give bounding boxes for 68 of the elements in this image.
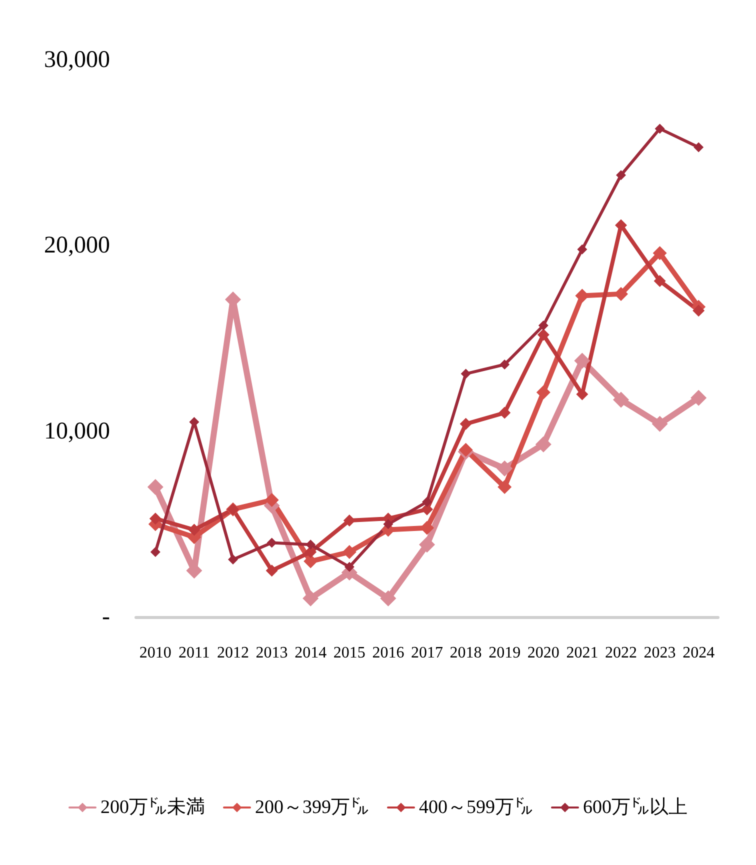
point	[264, 493, 279, 508]
point	[574, 352, 590, 369]
point	[616, 170, 626, 180]
point	[577, 244, 588, 254]
x-tick-label: 2017	[411, 644, 443, 662]
point	[383, 519, 394, 530]
point	[654, 124, 665, 134]
point	[654, 274, 666, 287]
legend-label: 600万㌦以上	[583, 796, 688, 818]
point	[500, 359, 510, 370]
point	[537, 328, 550, 341]
x-tick-label: 2015	[333, 644, 366, 662]
y-tick-label: -	[102, 604, 110, 630]
point	[498, 480, 512, 494]
x-tick-label: 2020	[527, 644, 560, 662]
x-tick-label: 2018	[450, 644, 482, 662]
y-tick-label: 30,000	[44, 47, 110, 73]
point	[228, 554, 238, 564]
point	[149, 512, 162, 525]
x-tick-label: 2013	[256, 644, 288, 662]
x-tick-label: 2010	[139, 644, 172, 662]
point	[496, 460, 513, 476]
point	[304, 546, 317, 558]
x-tick-label: 2021	[566, 644, 598, 662]
point	[498, 406, 511, 419]
x-tick-label: 2024	[682, 644, 715, 662]
point	[692, 304, 705, 317]
point	[652, 246, 667, 260]
point	[147, 479, 164, 496]
point	[343, 514, 356, 526]
point	[419, 536, 435, 553]
point	[422, 496, 432, 507]
x-tick-label: 2012	[217, 644, 249, 662]
x-tick-label: 2022	[605, 644, 637, 662]
y-tick-label: 10,000	[44, 418, 110, 444]
point	[188, 524, 200, 536]
point	[690, 390, 707, 406]
point	[266, 538, 277, 548]
x-tick-label: 2014	[294, 644, 327, 662]
point	[460, 418, 472, 430]
point	[615, 219, 627, 232]
legend-label: 400～599万㌦	[419, 796, 533, 818]
point	[266, 564, 278, 577]
point	[613, 392, 629, 408]
point	[302, 590, 319, 606]
point	[420, 520, 434, 535]
x-tick-label: 2019	[488, 644, 521, 662]
legend-label: 200～399万㌦	[255, 796, 369, 818]
point	[694, 142, 704, 152]
point	[342, 545, 356, 560]
point	[150, 547, 160, 558]
point	[306, 540, 316, 550]
point	[344, 562, 354, 572]
point	[614, 286, 628, 301]
x-tick-label: 2023	[644, 644, 676, 662]
point	[576, 388, 588, 400]
point	[538, 320, 548, 331]
point	[380, 590, 396, 606]
legend-label: 200万㌦未満	[100, 796, 205, 818]
point	[304, 554, 318, 568]
x-tick-label: 2016	[372, 644, 404, 662]
point	[536, 385, 550, 400]
point	[652, 416, 668, 432]
y-tick-label: 20,000	[44, 232, 110, 259]
point	[535, 436, 552, 452]
point	[458, 442, 473, 457]
x-tick-label: 2011	[178, 644, 210, 662]
point	[460, 368, 471, 379]
